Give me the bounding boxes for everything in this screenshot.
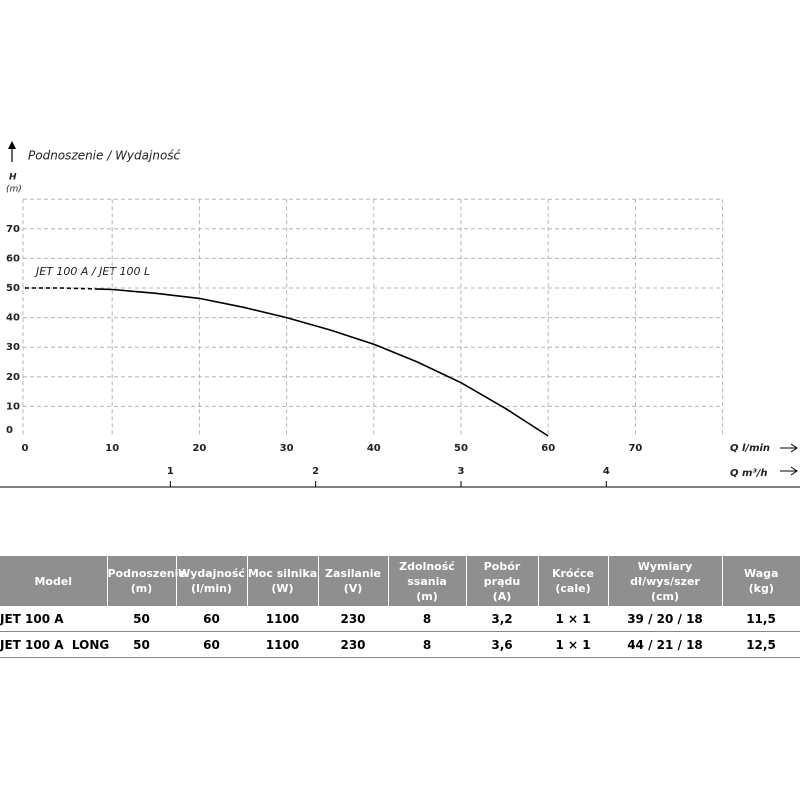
y-tick-label: 10	[6, 401, 20, 412]
x-label: Q l/min	[730, 443, 770, 454]
x-tick-label: 70	[628, 443, 642, 454]
header-text: Waga	[744, 567, 779, 580]
header-cell: Króćce (cale)	[537, 556, 608, 606]
chart: Podnoszenie / Wydajność H (m) JET 100 A …	[0, 141, 800, 488]
y-tick-label: 20	[6, 372, 20, 383]
header-text: Model	[34, 574, 73, 588]
x-tick-label: 50	[454, 443, 468, 454]
table-cell: 12,5	[722, 631, 800, 658]
x-tick-label: 20	[192, 443, 206, 454]
header-cell: Podnoszenie (m)	[106, 556, 186, 606]
header-text: (kg)	[748, 582, 774, 595]
header-text: (cm)	[650, 589, 680, 603]
table-cell: 11,5	[722, 606, 800, 632]
table-row: JET 100 A 50 60 1100 230 8 3,2 1 × 1 39 / 20 / 1…	[0, 606, 800, 632]
y-tick-label: 70	[6, 224, 20, 235]
header-row: Model Podnoszenie (m) Wydajność (l/min) Moc s…	[0, 556, 800, 606]
x2-tick-label: 2	[312, 466, 319, 477]
header-cell: Wydajność (l/min)	[175, 556, 247, 606]
x2-tick-label: 3	[458, 466, 465, 477]
table-row: JET 100 A LONG 50 60 1100 230 8 3,6 1 × 1 44 / 2…	[0, 631, 800, 658]
table-cell: 60	[176, 631, 247, 658]
header-cell: Waga (kg)	[721, 556, 800, 606]
table-cell: 8	[388, 631, 466, 658]
header-text: Wydajność	[178, 567, 245, 580]
table-cell: 1 × 1	[538, 606, 608, 632]
table-cell: 230	[318, 631, 388, 658]
table-cell: JET 100 A LONG	[0, 631, 109, 658]
header-text: (l/min)	[191, 582, 232, 595]
header-cell: Zasilanie (V)	[317, 556, 388, 606]
curve	[25, 287, 95, 290]
header-text: Pobór prądu	[483, 559, 521, 588]
table-cell: JET 100 A	[0, 606, 107, 632]
header-cell: Wymiary dł/wys/szer (cm)	[607, 556, 722, 606]
header-cell: Zdolność ssania (m)	[387, 556, 466, 606]
header-text: (cale)	[555, 582, 591, 595]
header-text: (m)	[130, 582, 153, 595]
table-cell: 3,6	[466, 631, 538, 658]
table-cell: 44 / 21 / 18	[608, 631, 722, 658]
y-tick-label: 40	[6, 313, 20, 324]
header-text: Zdolność ssania	[399, 559, 455, 588]
x2-label: Q m³/h	[730, 468, 768, 479]
table-cell: 1100	[247, 606, 318, 632]
x2-tick-label: 4	[603, 466, 610, 477]
table-cell: 1100	[247, 631, 318, 658]
spec-table: Model Podnoszenie (m) Wydajność (l/min) Moc s…	[0, 556, 800, 658]
table-cell: 50	[107, 606, 176, 632]
header-text: (A)	[492, 589, 512, 603]
header-text: Wymiary dł/wys/szer	[630, 559, 700, 588]
y-tick-label: 0	[6, 425, 13, 436]
curve-annotation: JET 100 A / JET 100 L	[34, 265, 150, 278]
x-tick-label: 10	[105, 443, 119, 454]
x2-arrow	[780, 466, 798, 476]
header-cell: Model	[0, 556, 107, 606]
header-text: Podnoszenie	[107, 567, 186, 580]
table-cell: 3,2	[466, 606, 538, 632]
table-cell: 60	[176, 606, 247, 632]
x-tick-label: 40	[367, 443, 381, 454]
header-text: Króćce	[551, 567, 594, 580]
x2-tick-label: 1	[167, 466, 174, 477]
header-text: (m)	[416, 589, 438, 603]
x-tick-label: 0	[22, 443, 29, 454]
x-tick-label: 60	[541, 443, 555, 454]
y-unit: (m)	[6, 185, 22, 195]
table-cell: 39 / 20 / 18	[608, 606, 722, 632]
table-cell: 230	[318, 606, 388, 632]
x-arrow	[780, 443, 798, 453]
header-text: (W)	[271, 582, 294, 595]
chart-title: Podnoszenie / Wydajność	[28, 149, 181, 163]
table-cell: 8	[388, 606, 466, 632]
header-text: (V)	[343, 582, 363, 595]
table-cell: 1 × 1	[538, 631, 608, 658]
header-cell: Moc silnika (W)	[246, 556, 318, 606]
header-text: Moc silnika	[247, 567, 318, 580]
header-text: Zasilanie	[325, 567, 381, 580]
x-tick-label: 30	[280, 443, 294, 454]
y-tick-label: 30	[6, 342, 20, 353]
curve	[94, 288, 549, 437]
y-arrow-head	[8, 141, 16, 149]
table-cell: 50	[107, 631, 176, 658]
y-tick-label: 60	[6, 253, 20, 264]
y-tick-label: 50	[6, 283, 20, 294]
header-cell: Pobór prądu (A)	[465, 556, 538, 606]
y-label: H	[9, 173, 17, 183]
